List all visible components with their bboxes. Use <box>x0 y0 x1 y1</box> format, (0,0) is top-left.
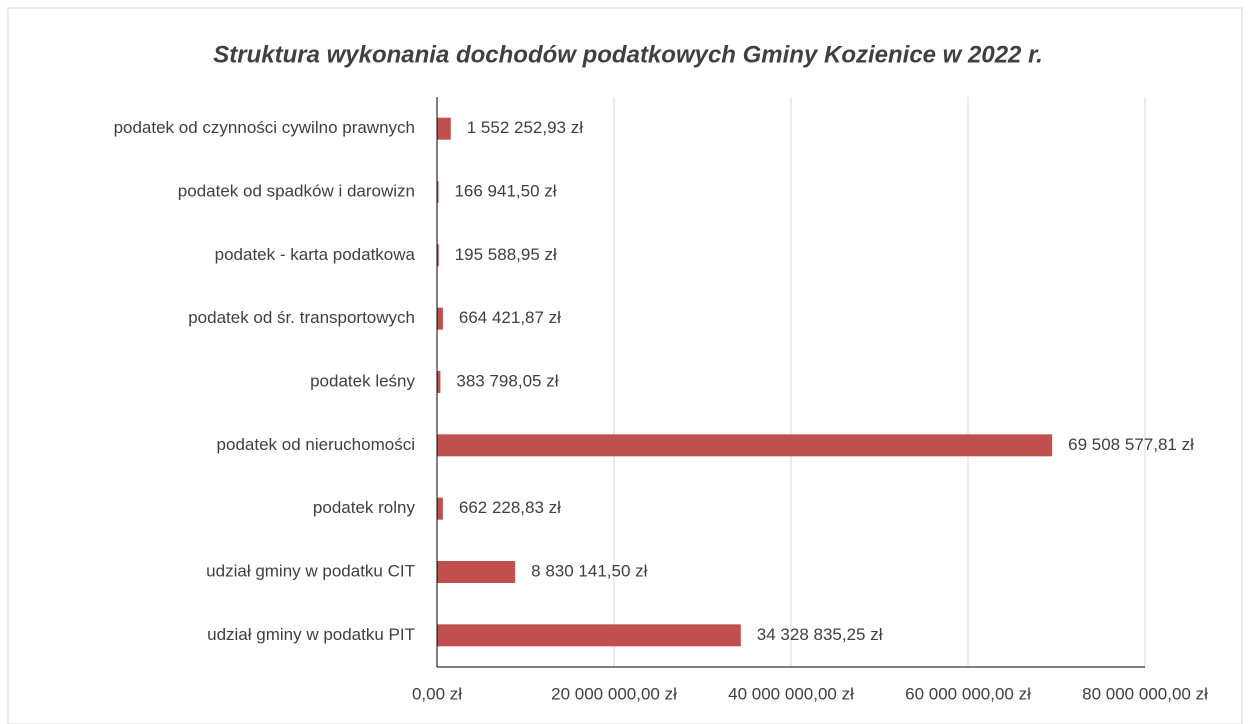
bar <box>437 561 516 583</box>
value-label: 383 798,05 zł <box>456 371 558 390</box>
value-label: 662 228,83 zł <box>459 498 561 517</box>
bar <box>437 624 741 647</box>
bar <box>437 371 441 393</box>
x-tick-label: 0,00 zł <box>412 684 462 703</box>
bar <box>437 497 443 520</box>
y-tick-label: podatek od śr. transportowych <box>188 308 415 327</box>
chart-title: Struktura wykonania dochodów podatkowych… <box>213 41 1043 68</box>
y-tick-label: podatek rolny <box>313 498 416 517</box>
x-tick-label: 40 000 000,00 zł <box>728 684 854 703</box>
y-tick-label: podatek od spadków i darowizn <box>178 181 415 200</box>
value-label: 1 552 252,93 zł <box>467 118 583 137</box>
bar <box>437 181 439 203</box>
value-label: 166 941,50 zł <box>454 181 556 200</box>
y-tick-label: podatek od nieruchomości <box>217 435 415 454</box>
y-tick-label: podatek od czynności cywilno prawnych <box>114 118 415 137</box>
value-label: 664 421,87 zł <box>459 308 561 327</box>
y-tick-label: udział gminy w podatku PIT <box>207 625 415 644</box>
bar <box>437 244 439 267</box>
chart-frame <box>7 7 1243 724</box>
y-tick-label: udział gminy w podatku CIT <box>206 561 415 580</box>
y-tick-label: podatek leśny <box>310 371 415 390</box>
bar <box>437 117 451 140</box>
bar <box>437 307 443 330</box>
x-tick-label: 20 000 000,00 zł <box>551 684 677 703</box>
value-label: 195 588,95 zł <box>455 245 557 264</box>
x-tick-label: 80 000 000,00 zł <box>1082 684 1208 703</box>
value-label: 69 508 577,81 zł <box>1068 435 1194 454</box>
value-label: 34 328 835,25 zł <box>757 625 883 644</box>
bar <box>437 434 1053 457</box>
y-tick-label: podatek - karta podatkowa <box>215 245 416 264</box>
value-label: 8 830 141,50 zł <box>531 561 647 580</box>
x-tick-label: 60 000 000,00 zł <box>905 684 1031 703</box>
